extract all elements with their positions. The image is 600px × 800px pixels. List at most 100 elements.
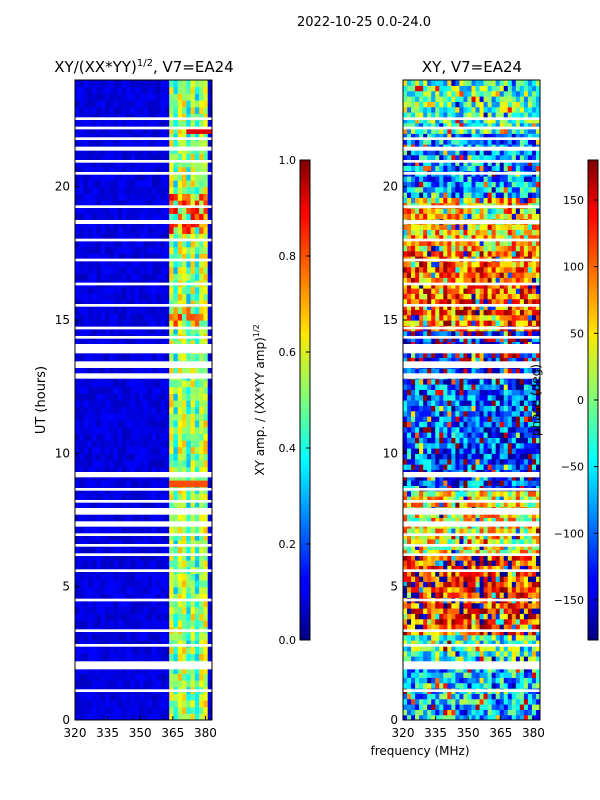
amplitude-cell bbox=[126, 406, 132, 414]
phase-cell bbox=[491, 501, 497, 508]
data-gap bbox=[75, 304, 212, 307]
amplitude-cell bbox=[207, 246, 212, 254]
amplitude-cell bbox=[134, 240, 140, 248]
amplitude-cell bbox=[87, 633, 93, 641]
amplitude-cell bbox=[152, 433, 157, 441]
phase-cell bbox=[463, 581, 469, 588]
phase-cell bbox=[443, 512, 448, 518]
amplitude-cell bbox=[117, 533, 123, 541]
amplitude-cell bbox=[122, 560, 127, 568]
amplitude-cell bbox=[113, 380, 119, 388]
amplitude-cell bbox=[75, 573, 80, 581]
amplitude-cell bbox=[147, 453, 153, 461]
amplitude-cell bbox=[122, 400, 127, 408]
amplitude-cell bbox=[109, 240, 115, 248]
amplitude-cell bbox=[194, 573, 200, 581]
amplitude-cell bbox=[169, 200, 175, 208]
amplitude-cell bbox=[134, 513, 140, 521]
amplitude-cell bbox=[96, 213, 102, 221]
phase-cell bbox=[447, 565, 452, 572]
amplitude-cell bbox=[190, 560, 196, 568]
phase-cell bbox=[431, 645, 436, 652]
phase-cell bbox=[471, 704, 477, 710]
amplitude-cell bbox=[207, 680, 212, 688]
amplitude-cell bbox=[122, 453, 127, 461]
phase-cell bbox=[507, 624, 513, 630]
phase-cell bbox=[499, 650, 505, 657]
amplitude-cell bbox=[186, 326, 192, 334]
amplitude-cell bbox=[156, 693, 162, 701]
phase-cell bbox=[507, 613, 513, 620]
amplitude-cell bbox=[79, 493, 85, 501]
amplitude-cell bbox=[139, 633, 145, 641]
amplitude-cell bbox=[190, 366, 196, 374]
amplitude-cell bbox=[186, 286, 192, 294]
amplitude-cell bbox=[164, 366, 170, 374]
phase-cell bbox=[475, 656, 481, 662]
amplitude-cell bbox=[139, 406, 145, 414]
amplitude-cell bbox=[75, 320, 80, 328]
amplitude-cell bbox=[147, 246, 153, 254]
amplitude-cell bbox=[96, 460, 102, 468]
phase-cell bbox=[511, 709, 517, 716]
amplitude-cell bbox=[134, 93, 140, 101]
amplitude-cell bbox=[100, 293, 106, 301]
phase-cell bbox=[483, 544, 489, 550]
phase-cell bbox=[407, 501, 412, 508]
amplitude-cell bbox=[83, 700, 89, 708]
amplitude-cell bbox=[169, 693, 175, 701]
amplitude-cell bbox=[173, 133, 179, 141]
phase-cell bbox=[439, 640, 444, 646]
phase-cell bbox=[511, 458, 517, 465]
phase-cell bbox=[407, 528, 412, 534]
amplitude-cell bbox=[96, 586, 102, 594]
amplitude-cell bbox=[203, 433, 209, 441]
amplitude-cell bbox=[130, 493, 136, 501]
amplitude-cell bbox=[134, 480, 140, 488]
amplitude-cell bbox=[113, 653, 119, 661]
phase-cell bbox=[519, 442, 525, 449]
amplitude-cell bbox=[130, 366, 136, 374]
phase-cell bbox=[403, 432, 408, 438]
amplitude-cell bbox=[75, 286, 80, 294]
amplitude-cell bbox=[194, 593, 200, 601]
amplitude-cell bbox=[87, 700, 93, 708]
phase-cell bbox=[419, 549, 424, 556]
phase-cell bbox=[515, 624, 521, 630]
phase-cell bbox=[443, 554, 448, 561]
amplitude-cell bbox=[173, 706, 179, 714]
phase-cell bbox=[407, 480, 412, 486]
amplitude-cell bbox=[104, 580, 110, 588]
amplitude-cell bbox=[139, 266, 145, 274]
phase-cell bbox=[499, 709, 505, 716]
amplitude-cell bbox=[207, 466, 212, 474]
amplitude-cell bbox=[186, 446, 192, 454]
amplitude-cell bbox=[75, 526, 80, 534]
phase-cell bbox=[519, 560, 525, 566]
amplitude-cell bbox=[92, 153, 98, 161]
amplitude-cell bbox=[190, 620, 196, 628]
phase-cell bbox=[483, 458, 489, 465]
phase-cell bbox=[419, 704, 424, 710]
phase-cell bbox=[527, 453, 533, 460]
amplitude-cell bbox=[160, 260, 166, 268]
phase-cell bbox=[431, 709, 436, 716]
amplitude-cell bbox=[169, 453, 175, 461]
phase-cell bbox=[511, 517, 517, 524]
phase-cell bbox=[479, 704, 485, 710]
phase-cell bbox=[499, 618, 505, 625]
amplitude-cell bbox=[169, 640, 175, 648]
phase-cell bbox=[535, 458, 540, 465]
amplitude-cell bbox=[177, 393, 183, 401]
phase-cell bbox=[499, 549, 505, 556]
amplitude-cell bbox=[143, 193, 149, 201]
amplitude-cell bbox=[75, 433, 80, 441]
phase-cell bbox=[471, 560, 477, 566]
amplitude-cell bbox=[83, 493, 89, 501]
phase-cell bbox=[403, 709, 408, 716]
amplitude-cell bbox=[203, 120, 209, 128]
amplitude-cell bbox=[75, 300, 80, 308]
phase-cell bbox=[523, 570, 529, 577]
phase-cell bbox=[487, 490, 493, 497]
amplitude-cell bbox=[190, 286, 196, 294]
